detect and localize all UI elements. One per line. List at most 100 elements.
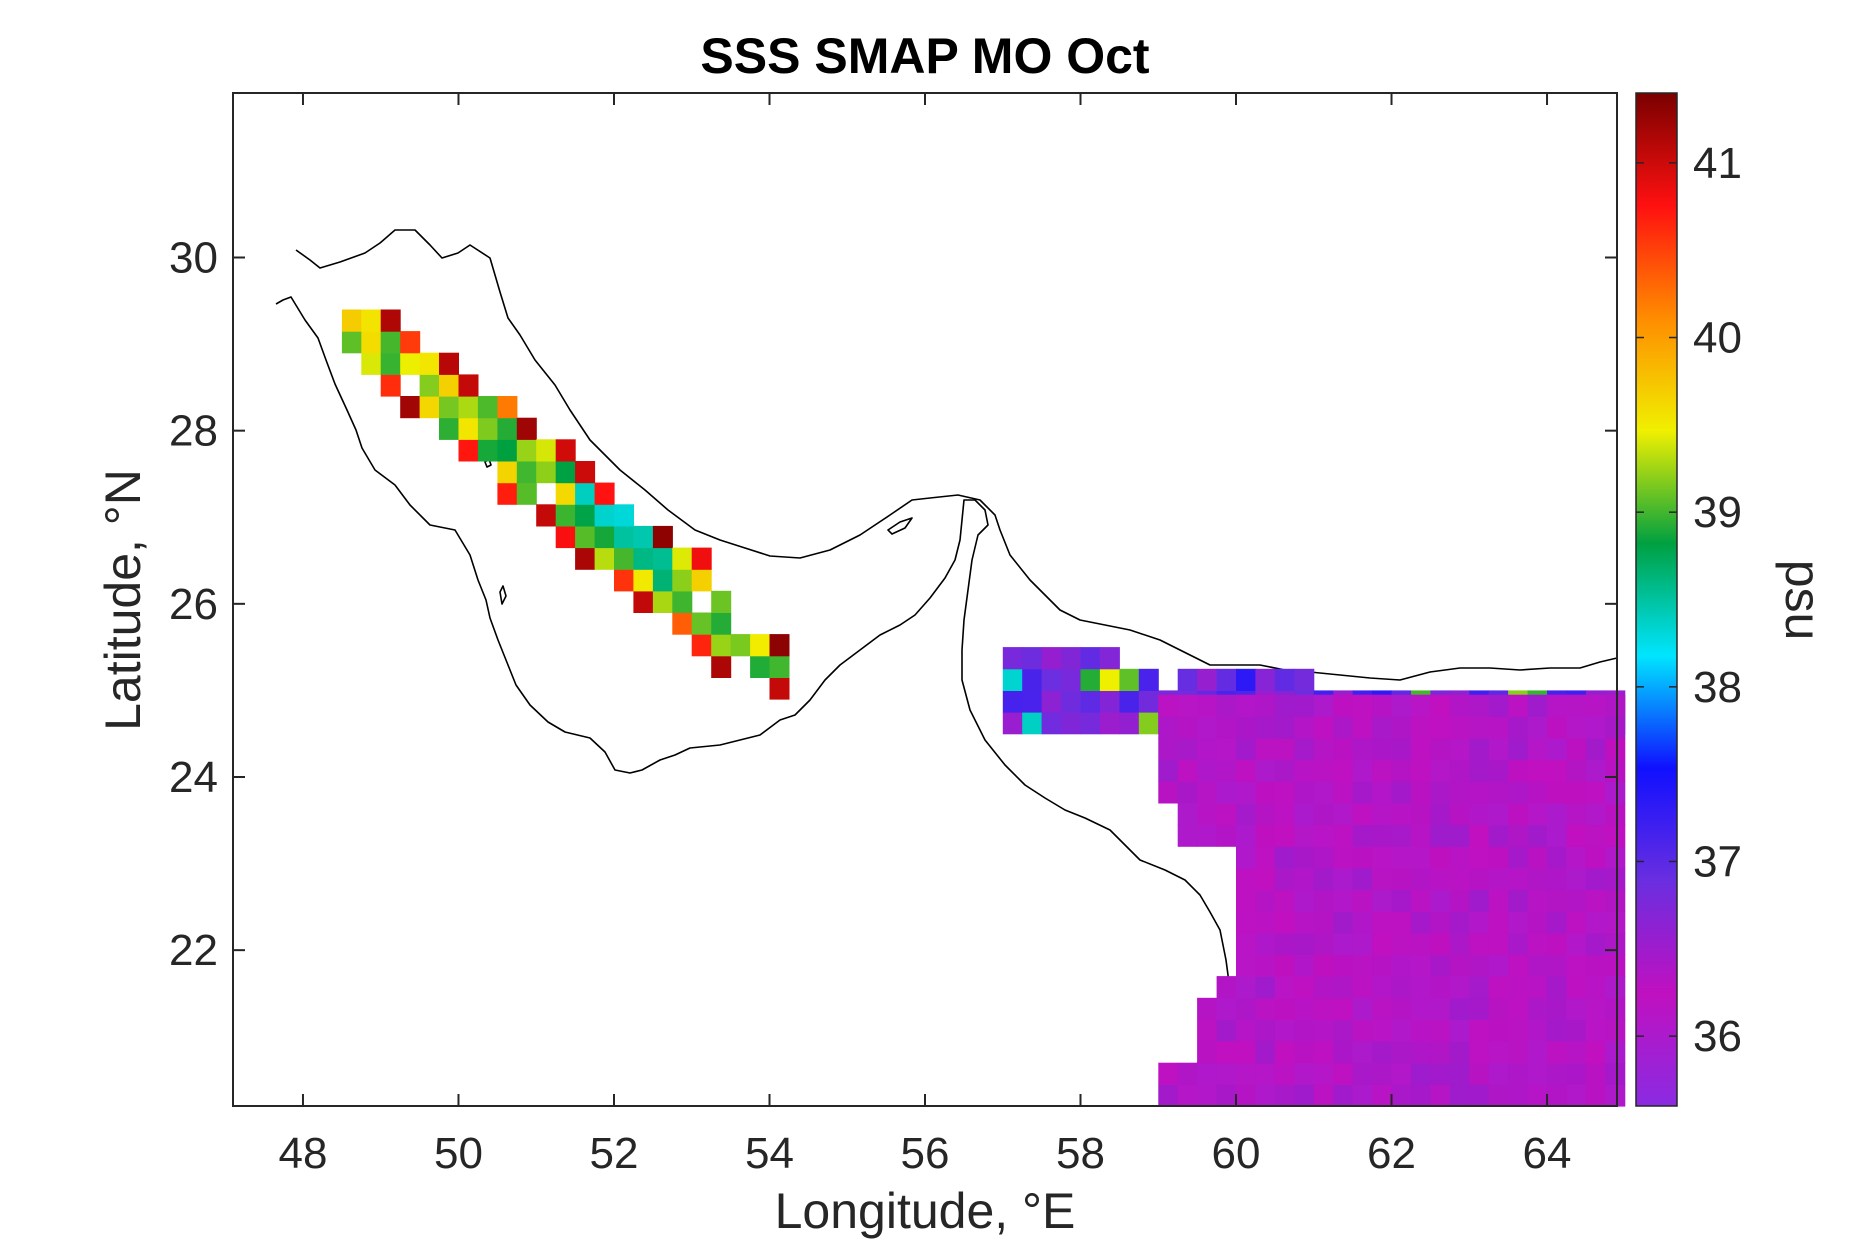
colorbar-tick-label: 38 xyxy=(1693,663,1742,712)
salinity-cell xyxy=(1411,738,1431,761)
salinity-cell xyxy=(1430,1062,1451,1085)
salinity-cell xyxy=(1255,738,1276,761)
salinity-cell xyxy=(1488,716,1509,739)
salinity-cell xyxy=(1508,846,1529,869)
salinity-cell xyxy=(1294,889,1315,912)
salinity-cell xyxy=(1372,867,1393,891)
salinity-cell xyxy=(1391,997,1412,1020)
salinity-cell xyxy=(1547,694,1567,717)
salinity-cell xyxy=(1333,889,1354,912)
salinity-cell xyxy=(1391,1019,1412,1042)
salinity-cell xyxy=(1488,1062,1509,1085)
salinity-cell xyxy=(1236,932,1256,955)
salinity-cell xyxy=(1391,846,1412,869)
salinity-cell xyxy=(1585,1084,1606,1107)
salinity-cell xyxy=(1566,1041,1587,1064)
salinity-cell xyxy=(1527,911,1548,934)
salinity-cell xyxy=(1605,932,1626,955)
salinity-cell xyxy=(1449,867,1470,891)
salinity-cell xyxy=(1099,668,1120,691)
salinity-cell xyxy=(1566,889,1587,912)
salinity-cell xyxy=(1585,694,1606,717)
salinity-cell xyxy=(1216,738,1237,761)
salinity-cell xyxy=(1411,932,1431,955)
salinity-cell xyxy=(1449,932,1470,955)
salinity-cell xyxy=(1177,1084,1198,1107)
salinity-cell xyxy=(1274,781,1295,804)
salinity-cell xyxy=(400,396,421,419)
salinity-cell xyxy=(1255,911,1276,934)
salinity-cell xyxy=(419,352,440,375)
salinity-cell xyxy=(1061,690,1082,713)
salinity-cell xyxy=(711,590,732,613)
salinity-cell xyxy=(1002,647,1023,670)
salinity-cell xyxy=(769,655,790,678)
salinity-cell xyxy=(458,396,479,419)
salinity-cell xyxy=(477,439,498,462)
salinity-cell xyxy=(1294,911,1315,934)
x-tick-label: 56 xyxy=(901,1129,950,1178)
salinity-cell xyxy=(516,439,537,462)
salinity-cell xyxy=(1547,997,1567,1020)
salinity-cell xyxy=(1236,867,1256,891)
y-axis: 22 24 26 28 30 xyxy=(169,234,1617,975)
salinity-cell xyxy=(361,309,382,332)
salinity-cell xyxy=(1177,738,1198,761)
salinity-cell xyxy=(1372,716,1393,739)
salinity-cell xyxy=(1488,1041,1509,1064)
salinity-cell xyxy=(555,504,576,527)
salinity-cell xyxy=(419,374,440,397)
salinity-cell xyxy=(497,482,518,505)
salinity-cell xyxy=(1333,759,1354,782)
salinity-cell xyxy=(1313,932,1334,955)
salinity-cell xyxy=(1352,738,1373,761)
salinity-cell xyxy=(1488,932,1509,955)
salinity-cell xyxy=(1508,759,1529,782)
salinity-cell xyxy=(1449,781,1470,804)
salinity-cell xyxy=(1274,1062,1295,1085)
salinity-cell xyxy=(1411,997,1431,1020)
salinity-cell xyxy=(1488,803,1509,826)
salinity-cell xyxy=(1605,716,1626,739)
salinity-cell xyxy=(1352,781,1373,804)
salinity-cell xyxy=(614,569,634,592)
salinity-cell xyxy=(1547,846,1567,869)
salinity-cell xyxy=(1411,824,1431,847)
salinity-cell xyxy=(1566,781,1587,804)
salinity-cell xyxy=(458,417,479,440)
salinity-cell xyxy=(1255,976,1276,999)
salinity-cell xyxy=(1449,803,1470,826)
salinity-cell xyxy=(1313,867,1334,891)
x-axis: 48 50 52 54 56 58 60 62 64 xyxy=(279,93,1571,1178)
salinity-cell xyxy=(1255,1019,1276,1042)
salinity-cell xyxy=(1313,954,1334,977)
salinity-cell xyxy=(1566,716,1587,739)
salinity-cell xyxy=(1449,889,1470,912)
salinity-cell xyxy=(1158,781,1179,804)
salinity-cell xyxy=(1488,824,1509,847)
salinity-cell xyxy=(380,374,401,397)
salinity-cell xyxy=(1197,781,1218,804)
salinity-cell xyxy=(1197,694,1218,717)
salinity-cell xyxy=(1352,889,1373,912)
salinity-cell xyxy=(361,331,382,354)
salinity-cell xyxy=(750,655,771,678)
salinity-cell xyxy=(1585,976,1606,999)
salinity-cell xyxy=(1566,1019,1587,1042)
salinity-cell xyxy=(1469,889,1490,912)
salinity-cell xyxy=(1177,759,1198,782)
salinity-cell xyxy=(614,504,634,527)
salinity-cell xyxy=(1508,889,1529,912)
colorbar-gradient xyxy=(1635,92,1678,1107)
salinity-cell xyxy=(575,482,596,505)
salinity-cell xyxy=(1449,976,1470,999)
salinity-cell xyxy=(1508,1084,1529,1107)
salinity-cell xyxy=(711,655,732,678)
salinity-cell xyxy=(1294,954,1315,977)
salinity-cell xyxy=(1430,889,1451,912)
salinity-cell xyxy=(1216,1062,1237,1085)
salinity-cell xyxy=(1585,846,1606,869)
salinity-cell xyxy=(1372,911,1393,934)
salinity-cell xyxy=(1547,889,1567,912)
salinity-cell xyxy=(1061,647,1082,670)
